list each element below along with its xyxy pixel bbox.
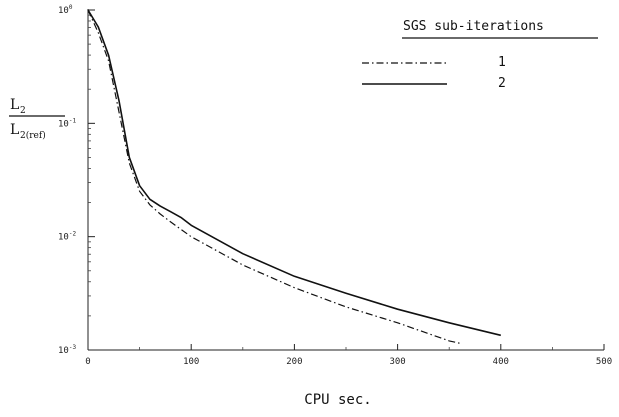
y-tick-label: 10-2 — [58, 231, 76, 243]
x-tick-label: 0 — [85, 357, 90, 367]
x-tick-label: 400 — [493, 357, 509, 367]
series-line-2 — [88, 10, 501, 335]
y-label-numerator: L — [10, 97, 19, 113]
series-layer — [88, 10, 501, 343]
y-tick-label: 100 — [58, 4, 73, 16]
y-tick-label: 10-1 — [58, 117, 76, 129]
legend-title: SGS sub-iterations — [403, 19, 544, 34]
legend: SGS sub-iterations 1 2 — [362, 19, 598, 91]
x-axis-label: CPU sec. — [304, 392, 371, 408]
x-ticks: 0 100 200 300 400 500 — [85, 344, 612, 367]
y-label-denominator-sub: 2(ref) — [20, 130, 46, 141]
legend-label-series-2: 2 — [498, 76, 506, 91]
x-tick-label: 300 — [389, 357, 405, 367]
x-tick-label: 500 — [596, 357, 612, 367]
y-ticks: 100 10-1 10-2 10-3 — [58, 4, 95, 356]
y-label-numerator-sub: 2 — [20, 106, 26, 116]
y-label-denominator: L — [10, 122, 19, 138]
x-tick-label: 200 — [286, 357, 302, 367]
y-tick-label: 10-3 — [58, 344, 76, 356]
x-tick-label: 100 — [183, 357, 199, 367]
legend-label-series-1: 1 — [498, 55, 506, 70]
series-line-1 — [88, 10, 460, 343]
y-axis-label: L 2 L 2(ref) — [9, 97, 65, 141]
